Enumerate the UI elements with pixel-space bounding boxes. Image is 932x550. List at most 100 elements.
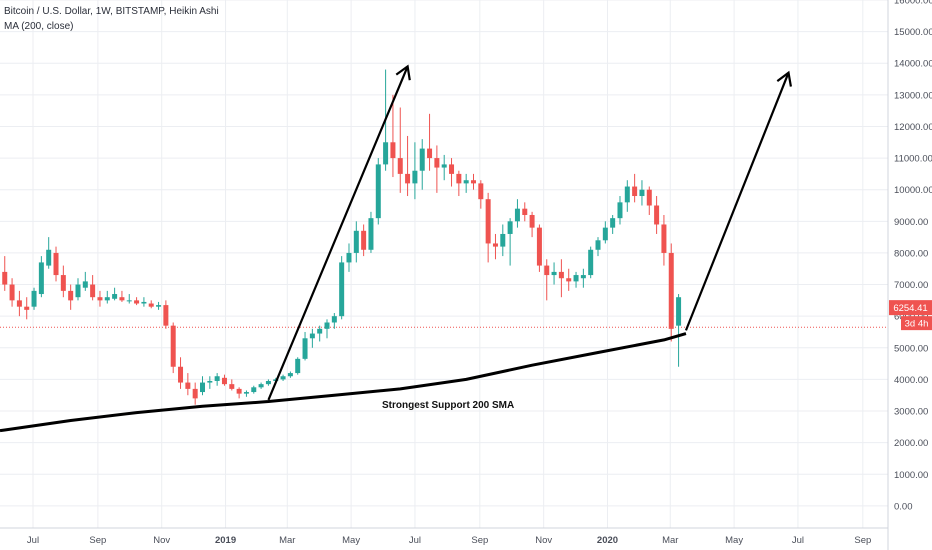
x-tick-label: Nov xyxy=(535,535,552,546)
price-tag-value: 6254.41 xyxy=(893,303,927,314)
x-tick-label: Sep xyxy=(854,535,871,546)
candle-body xyxy=(38,262,44,295)
candle-body xyxy=(353,230,359,253)
candle-body xyxy=(434,158,440,168)
candle-body xyxy=(185,382,191,389)
candle-body xyxy=(53,252,59,276)
x-tick-label: Jul xyxy=(409,535,421,546)
x-tick-label: Jul xyxy=(792,535,804,546)
candle-body xyxy=(2,271,8,285)
candle-body xyxy=(16,300,22,307)
candle-body xyxy=(397,158,403,174)
y-tick-label: 2000.00 xyxy=(894,438,928,449)
candle-body xyxy=(148,303,154,307)
x-tick-label: May xyxy=(342,535,360,546)
candle-body xyxy=(405,173,411,184)
candle-body xyxy=(573,275,579,282)
y-tick-label: 8000.00 xyxy=(894,248,928,259)
candle-body xyxy=(558,271,564,279)
candle-body xyxy=(75,284,81,298)
candle-body xyxy=(214,376,220,381)
candle-body xyxy=(522,208,528,215)
candle-body xyxy=(251,387,257,393)
indicator-title: MA (200, close) xyxy=(4,21,74,32)
candle-body xyxy=(602,227,608,241)
candle-body xyxy=(90,284,96,298)
candle-body xyxy=(82,281,88,288)
candle-body xyxy=(456,173,462,184)
candle-body xyxy=(676,297,682,326)
candle-body xyxy=(470,180,476,184)
candle-body xyxy=(68,290,74,301)
x-tick-label: Sep xyxy=(89,535,106,546)
chart-legend: Bitcoin / U.S. Dollar, 1W, BITSTAMP, Hei… xyxy=(4,4,219,34)
candle-body xyxy=(588,249,594,276)
y-tick-label: 5000.00 xyxy=(894,343,928,354)
candle-body xyxy=(156,305,162,307)
candle-body xyxy=(478,183,484,200)
ma200-line xyxy=(0,332,687,433)
candle-body xyxy=(412,170,418,184)
candle-body xyxy=(104,297,110,301)
candle-body xyxy=(544,265,550,276)
candle-body xyxy=(390,142,396,159)
x-tick-label: May xyxy=(725,535,743,546)
candle-body xyxy=(221,377,227,385)
candle-body xyxy=(141,301,147,304)
candle-body xyxy=(639,189,645,197)
candle-body xyxy=(236,388,242,394)
candle-body xyxy=(500,233,506,247)
candle-body xyxy=(595,240,601,250)
candle-body xyxy=(163,305,169,326)
candle-body xyxy=(302,338,308,359)
y-tick-label: 4000.00 xyxy=(894,375,928,386)
symbol-title: Bitcoin / U.S. Dollar, 1W, BITSTAMP, Hei… xyxy=(4,6,219,17)
candle-body xyxy=(427,148,433,159)
candle-body xyxy=(31,290,37,307)
candle-body xyxy=(126,300,132,302)
candle-body xyxy=(280,376,286,380)
candle-body xyxy=(112,294,118,299)
candle-body xyxy=(192,388,198,399)
candle-body xyxy=(668,252,674,329)
candle-body xyxy=(646,189,652,206)
candle-body xyxy=(632,186,638,197)
candle-body xyxy=(309,333,315,339)
trend-arrow-shaft xyxy=(684,72,790,331)
candle-body xyxy=(24,306,30,310)
y-tick-label: 15000.00 xyxy=(894,27,932,38)
candle-body xyxy=(514,208,520,222)
y-tick-label: 9000.00 xyxy=(894,217,928,228)
candle-body xyxy=(383,142,389,165)
candle-body xyxy=(463,180,469,184)
y-tick-label: 12000.00 xyxy=(894,122,932,133)
candle-body xyxy=(97,297,103,301)
candle-body xyxy=(492,243,498,247)
candle-body xyxy=(536,227,542,266)
x-tick-label: 2020 xyxy=(597,535,618,546)
x-tick-label: Jul xyxy=(27,535,39,546)
candle-body xyxy=(441,164,447,168)
candle-body xyxy=(485,199,491,244)
candle-body xyxy=(507,221,513,234)
candle-body xyxy=(9,284,15,301)
candle-body xyxy=(449,164,455,174)
y-tick-label: 11000.00 xyxy=(894,154,932,165)
candle-body xyxy=(207,380,213,383)
x-tick-label: Mar xyxy=(279,535,295,546)
candle-body xyxy=(580,275,586,279)
candle-body xyxy=(368,218,374,250)
price-tag-bg xyxy=(889,300,932,316)
candle-body xyxy=(361,230,367,250)
x-tick-label: Mar xyxy=(662,535,678,546)
support-annotation: Strongest Support 200 SMA xyxy=(382,400,514,411)
candle-body xyxy=(134,300,140,304)
candle-body xyxy=(170,325,176,367)
y-tick-label: 10000.00 xyxy=(894,185,932,196)
candle-body xyxy=(60,275,66,291)
candle-body xyxy=(624,186,630,203)
x-tick-label: 2019 xyxy=(215,535,236,546)
trend-arrow-head xyxy=(395,64,411,81)
trend-arrow-shaft xyxy=(267,65,409,401)
